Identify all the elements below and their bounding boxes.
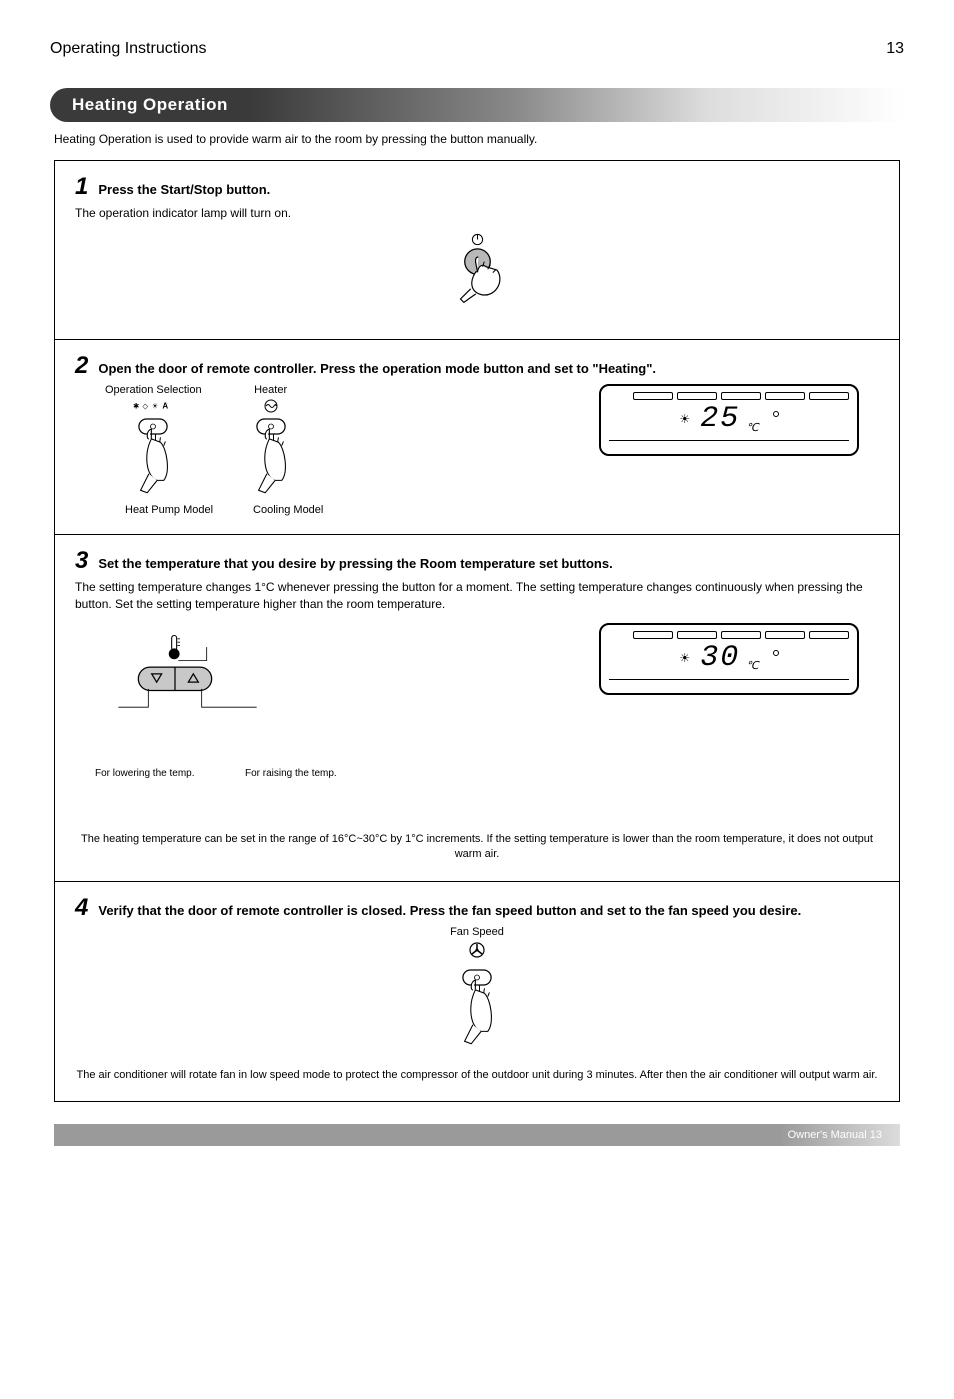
svg-text:◇: ◇ (143, 402, 149, 411)
page-title: Operating Instructions (50, 40, 207, 58)
display-temperature: 25 (700, 404, 740, 434)
step-4: 4 Verify that the door of remote control… (55, 882, 899, 1101)
intro-text: Heating Operation is used to provide war… (54, 132, 900, 148)
step-number: 4 (75, 896, 88, 920)
temperature-buttons[interactable] (115, 623, 265, 763)
footer-text: Owner's Manual 13 (788, 1129, 882, 1141)
lcd-display: ☀ 25 ℃ (599, 384, 859, 456)
step-2: 2 Open the door of remote controller. Pr… (55, 340, 899, 535)
section-title: Heating Operation (72, 88, 228, 122)
step-note: The air conditioner will rotate fan in l… (75, 1068, 879, 1083)
svg-text:☀: ☀ (152, 402, 159, 411)
step-note: The heating temperature can be set in th… (75, 832, 879, 863)
svg-text:A: A (163, 402, 169, 411)
display-unit: ℃ (746, 659, 758, 672)
step-title: Press the Start/Stop button. (98, 182, 270, 197)
step-title: Verify that the door of remote controlle… (98, 903, 801, 918)
step-title: Open the door of remote controller. Pres… (98, 361, 656, 376)
heat-icon: ☀ (679, 412, 690, 426)
label-lower-temp: For lowering the temp. (95, 768, 205, 779)
operation-mode-button[interactable] (124, 413, 182, 498)
hand-icon (258, 429, 285, 493)
page-footer: Owner's Manual 13 (54, 1124, 900, 1146)
hand-icon (141, 429, 168, 493)
label-raise-temp: For raising the temp. (245, 768, 355, 779)
indicator-dot (773, 650, 779, 656)
step-title: Set the temperature that you desire by p… (98, 556, 612, 571)
label-fan-speed: Fan Speed (75, 926, 879, 938)
step-desc: The setting temperature changes 1°C when… (75, 579, 879, 613)
heat-icon: ☀ (679, 651, 690, 665)
caption-heat-pump: Heat Pump Model (125, 504, 213, 516)
label-operation-selection: Operation Selection (105, 384, 202, 396)
step-1: 1 Press the Start/Stop button. The opera… (55, 161, 899, 341)
step-desc: The operation indicator lamp will turn o… (75, 205, 879, 222)
fan-speed-button[interactable] (448, 964, 506, 1049)
indicator-dot (773, 411, 779, 417)
section-header: Heating Operation (50, 88, 904, 122)
step-number: 1 (75, 175, 88, 199)
step-number: 2 (75, 354, 88, 378)
fan-icon (465, 941, 489, 959)
page-number-top: 13 (886, 40, 904, 58)
display-temperature: 30 (700, 643, 740, 673)
page-header: Operating Instructions 13 (50, 40, 904, 58)
display-unit: ℃ (746, 421, 758, 434)
mode-icons: ✱ ◇ ☀ A (133, 399, 173, 413)
heater-button[interactable] (242, 413, 300, 498)
step-number: 3 (75, 549, 88, 573)
label-heater: Heater (254, 384, 287, 396)
lcd-display: ☀ 30 ℃ (599, 623, 859, 695)
svg-text:✱: ✱ (133, 402, 139, 411)
start-stop-button[interactable] (435, 231, 520, 316)
step-3: 3 Set the temperature that you desire by… (55, 535, 899, 881)
thermometer-icon (169, 635, 180, 658)
caption-cooling-model: Cooling Model (253, 504, 323, 516)
steps-container: 1 Press the Start/Stop button. The opera… (54, 160, 900, 1103)
heater-icon (261, 399, 281, 413)
hand-icon (465, 980, 492, 1044)
